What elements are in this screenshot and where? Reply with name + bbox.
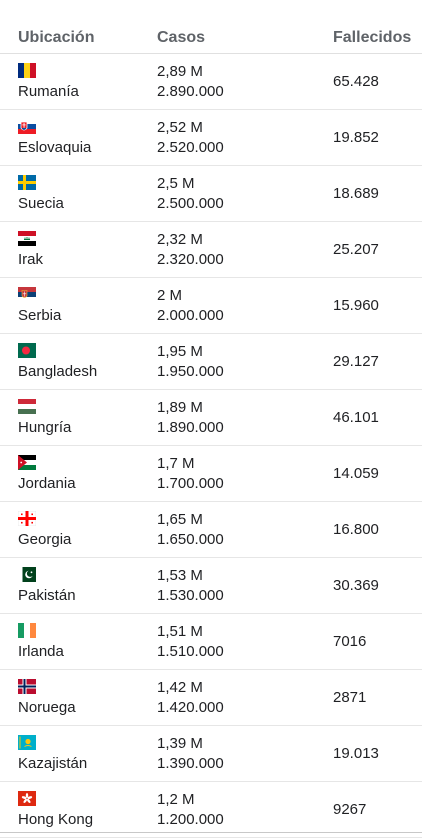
- table-row[interactable]: Bangladesh 1,95 M 1.950.000 29.127: [0, 334, 422, 390]
- country-name[interactable]: Irak: [18, 251, 44, 268]
- georgia-flag-icon: [18, 511, 36, 526]
- table-row[interactable]: Georgia 1,65 M 1.650.000 16.800: [0, 502, 422, 558]
- ireland-flag-icon: [18, 623, 36, 638]
- country-name[interactable]: Bangladesh: [18, 363, 98, 380]
- header-cases[interactable]: Casos: [157, 29, 206, 46]
- deaths-count: 29.127: [333, 353, 379, 370]
- table-row[interactable]: Hong Kong 1,2 M 1.200.000 9267: [0, 782, 422, 838]
- table-row[interactable]: Rumanía 2,89 M 2.890.000 65.428: [0, 54, 422, 110]
- cases-short: 1,7 M: [157, 455, 195, 472]
- deaths-count: 2871: [333, 689, 367, 706]
- deaths-count: 16.800: [333, 521, 379, 538]
- bottom-divider: [0, 832, 422, 833]
- deaths-count: 65.428: [333, 73, 379, 90]
- cases-short: 1,39 M: [157, 735, 203, 752]
- iraq-flag-icon: [18, 231, 36, 246]
- cases-short: 1,51 M: [157, 623, 203, 640]
- slovakia-flag-icon: [18, 119, 36, 134]
- cases-short: 1,89 M: [157, 399, 203, 416]
- kazakhstan-flag-icon: [18, 735, 36, 750]
- deaths-count: 18.689: [333, 185, 379, 202]
- deaths-count: 14.059: [333, 465, 379, 482]
- cases-full: 1.530.000: [157, 587, 224, 604]
- country-name[interactable]: Kazajistán: [18, 755, 88, 772]
- deaths-count: 15.960: [333, 297, 379, 314]
- sweden-flag-icon: [18, 175, 36, 190]
- cases-short: 1,53 M: [157, 567, 203, 584]
- table-header: Ubicación Casos Fallecidos: [0, 0, 422, 54]
- header-location[interactable]: Ubicación: [18, 29, 95, 46]
- cases-short: 1,42 M: [157, 679, 203, 696]
- country-name[interactable]: Irlanda: [18, 643, 64, 660]
- table-row[interactable]: Jordania 1,7 M 1.700.000 14.059: [0, 446, 422, 502]
- cases-full: 2.500.000: [157, 195, 224, 212]
- deaths-count: 19.013: [333, 745, 379, 762]
- country-name[interactable]: Hungría: [18, 419, 72, 436]
- table-row[interactable]: Irak 2,32 M 2.320.000 25.207: [0, 222, 422, 278]
- table-row[interactable]: Serbia 2 M 2.000.000 15.960: [0, 278, 422, 334]
- cases-short: 2 M: [157, 287, 183, 304]
- table-row[interactable]: Irlanda 1,51 M 1.510.000 7016: [0, 614, 422, 670]
- bangladesh-flag-icon: [18, 343, 36, 358]
- cases-full: 2.000.000: [157, 307, 224, 324]
- table-row[interactable]: Kazajistán 1,39 M 1.390.000 19.013: [0, 726, 422, 782]
- country-name[interactable]: Noruega: [18, 699, 76, 716]
- pakistan-flag-icon: [18, 567, 36, 582]
- cases-full: 1.200.000: [157, 811, 224, 828]
- table-row[interactable]: Eslovaquia 2,52 M 2.520.000 19.852: [0, 110, 422, 166]
- country-name[interactable]: Jordania: [18, 475, 76, 492]
- deaths-count: 46.101: [333, 409, 379, 426]
- table-row[interactable]: Hungría 1,89 M 1.890.000 46.101: [0, 390, 422, 446]
- hong-kong-flag-icon: [18, 791, 36, 806]
- norway-flag-icon: [18, 679, 36, 694]
- cases-short: 2,32 M: [157, 231, 203, 248]
- cases-short: 2,5 M: [157, 175, 195, 192]
- header-deaths[interactable]: Fallecidos: [333, 29, 412, 46]
- cases-full: 2.320.000: [157, 251, 224, 268]
- country-name[interactable]: Serbia: [18, 307, 62, 324]
- jordan-flag-icon: [18, 455, 36, 470]
- hungary-flag-icon: [18, 399, 36, 414]
- country-name[interactable]: Hong Kong: [18, 811, 94, 828]
- cases-short: 1,2 M: [157, 791, 195, 808]
- cases-full: 1.510.000: [157, 643, 224, 660]
- country-name[interactable]: Georgia: [18, 531, 72, 548]
- cases-full: 2.520.000: [157, 139, 224, 156]
- country-name[interactable]: Rumanía: [18, 83, 79, 100]
- cases-full: 1.950.000: [157, 363, 224, 380]
- table-row[interactable]: Suecia 2,5 M 2.500.000 18.689: [0, 166, 422, 222]
- cases-full: 1.390.000: [157, 755, 224, 772]
- cases-full: 1.890.000: [157, 419, 224, 436]
- cases-short: 2,52 M: [157, 119, 203, 136]
- cases-full: 2.890.000: [157, 83, 224, 100]
- deaths-count: 19.852: [333, 129, 379, 146]
- table-row[interactable]: Noruega 1,42 M 1.420.000 2871: [0, 670, 422, 726]
- deaths-count: 25.207: [333, 241, 379, 258]
- deaths-count: 7016: [333, 633, 367, 650]
- cases-short: 1,95 M: [157, 343, 203, 360]
- cases-short: 2,89 M: [157, 63, 203, 80]
- deaths-count: 9267: [333, 801, 367, 818]
- serbia-flag-icon: [18, 287, 36, 302]
- cases-full: 1.420.000: [157, 699, 224, 716]
- country-name[interactable]: Suecia: [18, 195, 64, 212]
- country-name[interactable]: Eslovaquia: [18, 139, 92, 156]
- table-row[interactable]: Pakistán 1,53 M 1.530.000 30.369: [0, 558, 422, 614]
- cases-full: 1.700.000: [157, 475, 224, 492]
- romania-flag-icon: [18, 63, 36, 78]
- cases-short: 1,65 M: [157, 511, 203, 528]
- deaths-count: 30.369: [333, 577, 379, 594]
- country-name[interactable]: Pakistán: [18, 587, 76, 604]
- cases-full: 1.650.000: [157, 531, 224, 548]
